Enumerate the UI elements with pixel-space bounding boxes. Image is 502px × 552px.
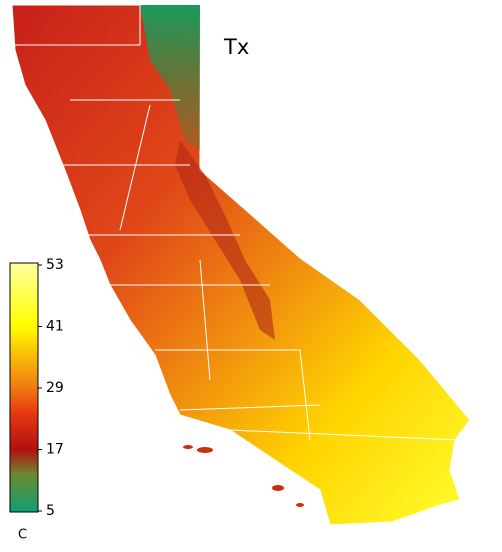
county-lines <box>12 5 461 441</box>
colorbar-tick-label: 17 <box>46 442 64 458</box>
colorbar-tick-label: 41 <box>46 319 64 335</box>
sierra <box>175 140 275 340</box>
colorbar-tick-label: 53 <box>46 257 64 273</box>
colorbar-tick-label: 5 <box>46 503 55 519</box>
colorbar-tick-label: 29 <box>46 380 64 396</box>
colorbar-unit: C <box>18 528 27 543</box>
colorbar <box>9 262 39 513</box>
islands <box>183 445 304 507</box>
cool-highlands <box>140 5 200 150</box>
map-title: Tx <box>223 35 249 59</box>
